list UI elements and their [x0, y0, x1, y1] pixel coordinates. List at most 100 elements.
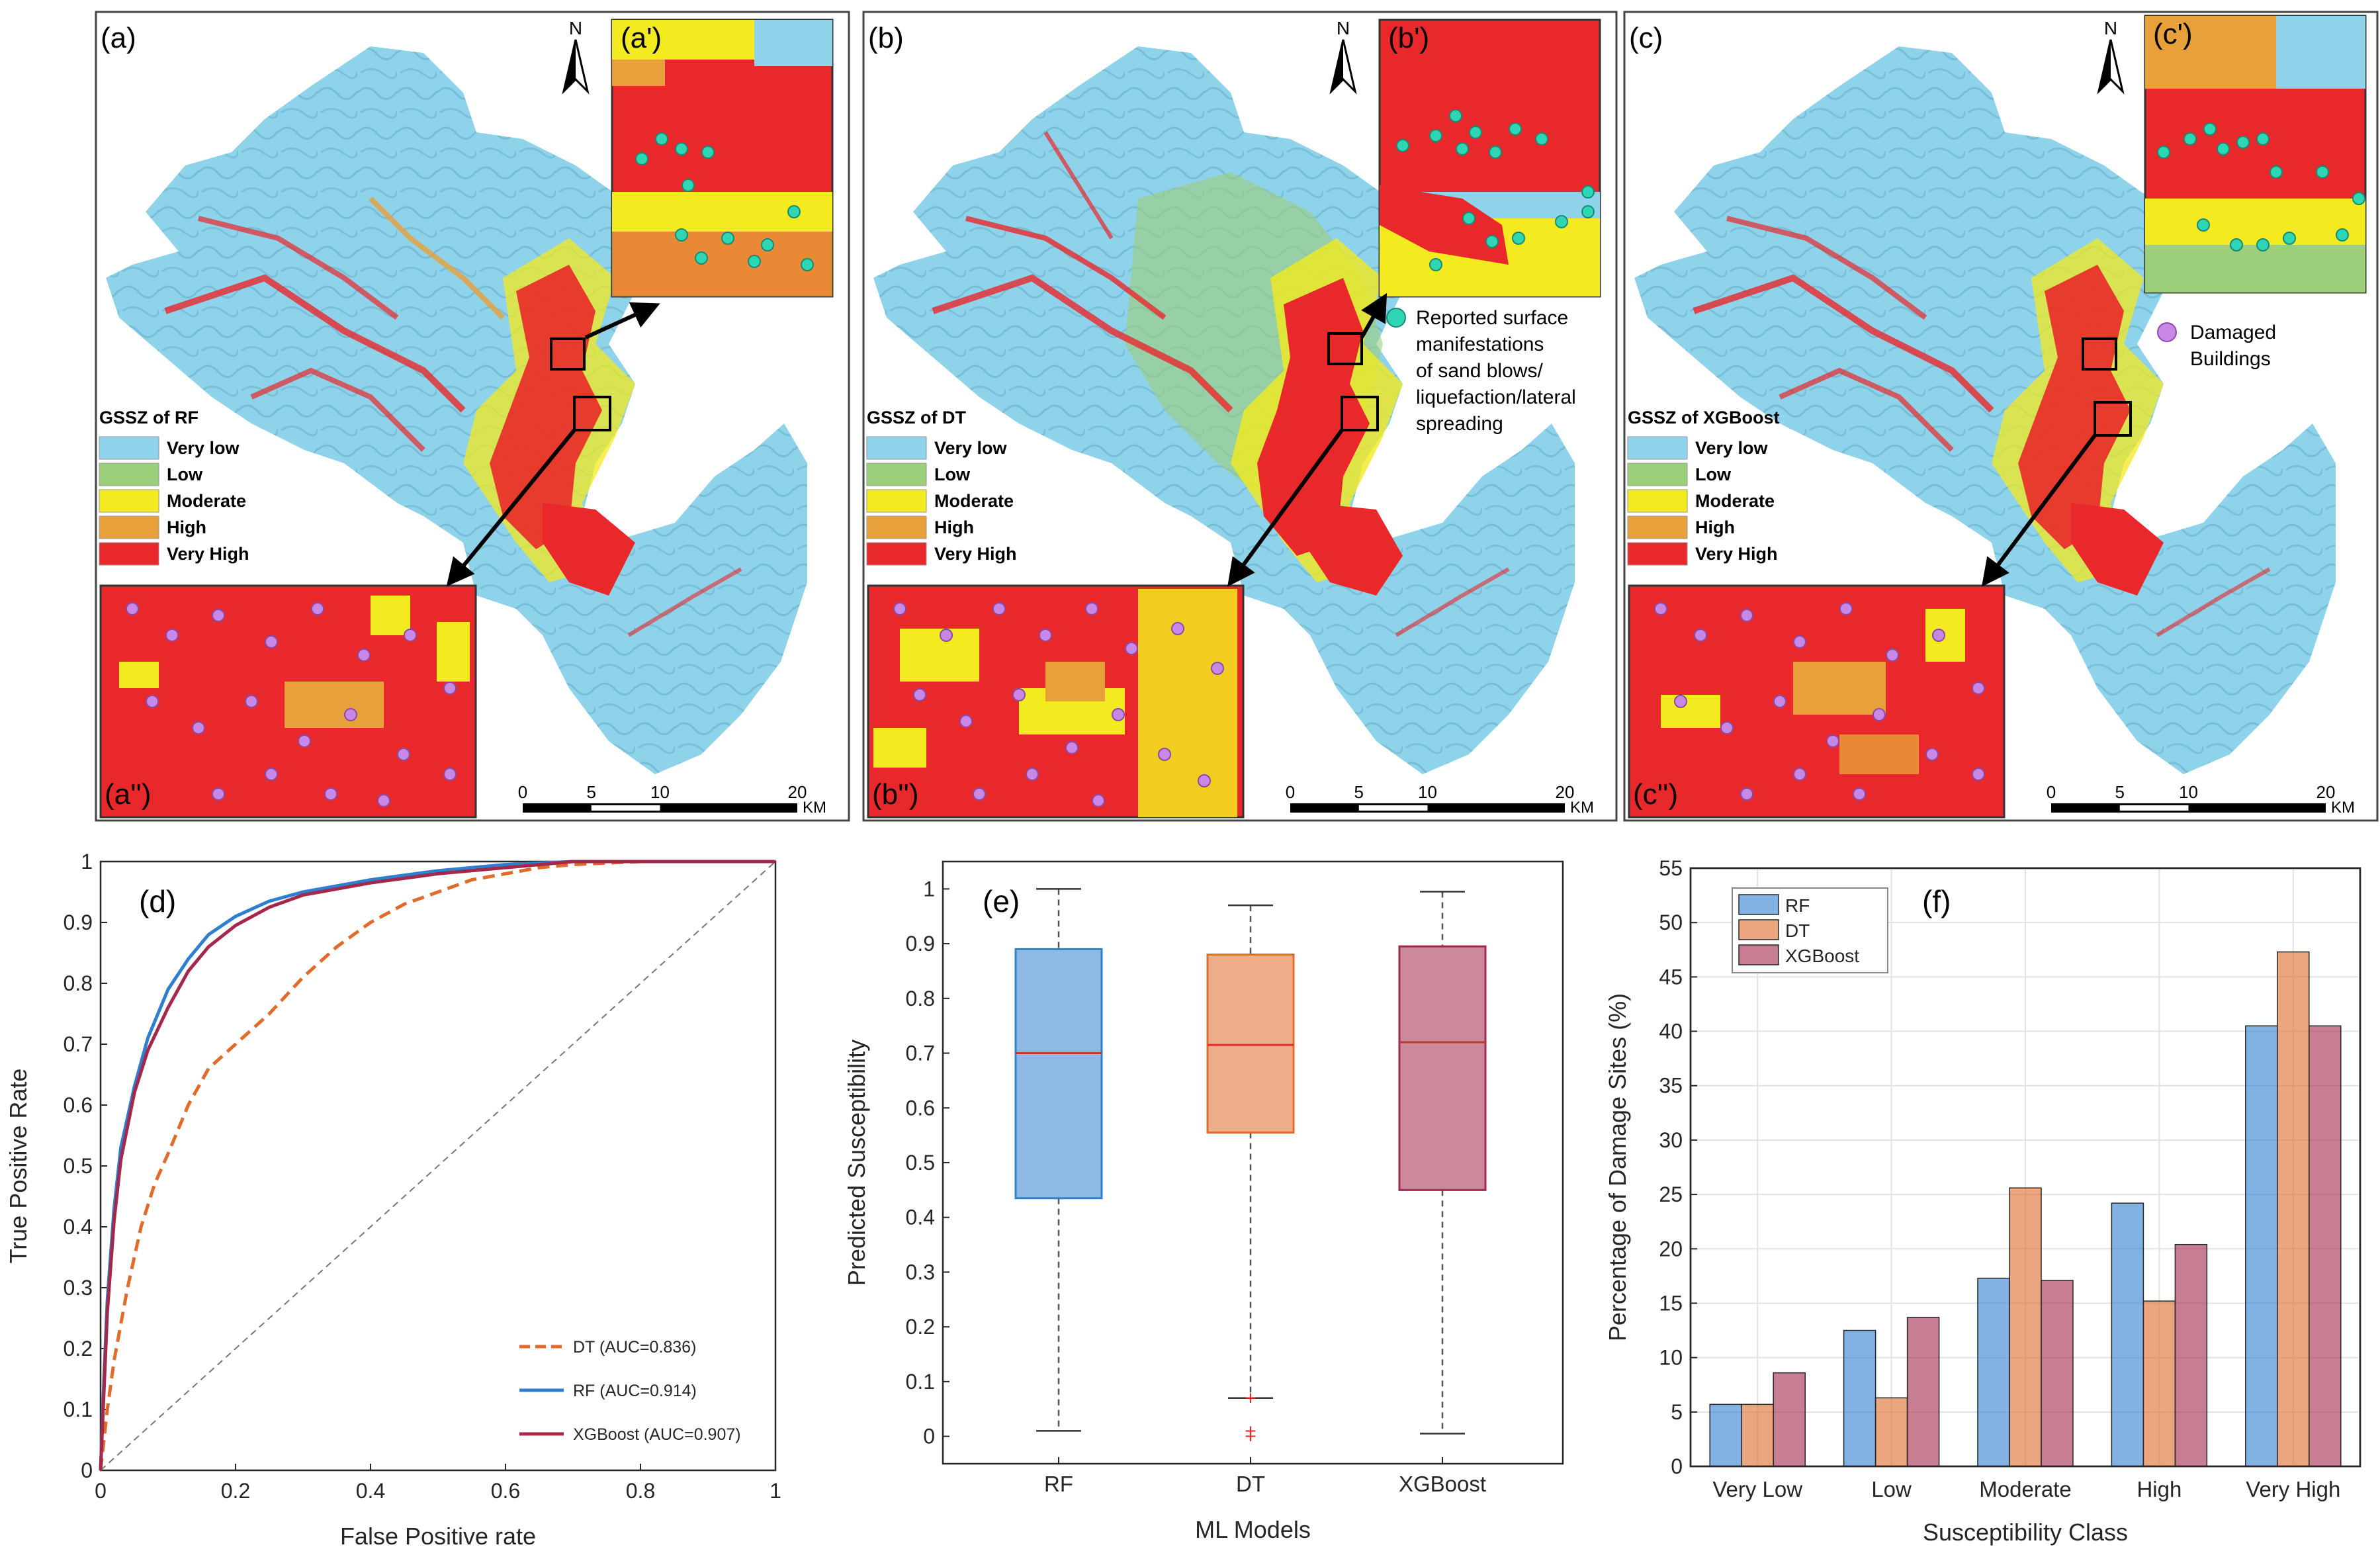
legend-label: Low [167, 465, 203, 484]
legend-swatch [99, 542, 159, 566]
x-tick-label: High [2137, 1477, 2182, 1501]
y-tick-label: 0.5 [64, 1154, 93, 1178]
x-tick-label: 0.4 [356, 1479, 385, 1503]
bar-dt [1741, 1403, 1774, 1467]
legend-label: Very low [167, 438, 240, 458]
y-tick-label: 30 [1659, 1128, 1683, 1152]
zoom-box-top [2082, 337, 2117, 371]
panel-label: (c) [1629, 22, 1663, 54]
y-tick-label: 0.9 [906, 932, 935, 956]
box-dt [1206, 954, 1295, 1134]
x-axis-label: Susceptibility Class [1923, 1519, 2128, 1546]
panel-label: (a) [101, 22, 136, 54]
zoom-box-top [550, 337, 586, 371]
y-axis-label: Percentage of Damage Sites (%) [1604, 993, 1631, 1341]
legend-swatch [1738, 894, 1779, 915]
x-tick-label: DT [1236, 1472, 1265, 1496]
y-tick-label: 1 [923, 877, 935, 901]
scale-tick-label: 10 [1418, 782, 1437, 802]
scale-tick-label: 5 [2115, 782, 2125, 802]
legend-swatch [1738, 919, 1779, 940]
study-area-map [1634, 46, 2336, 774]
legend-rows: Very low Low Moderate High Very High [866, 436, 1017, 566]
x-tick-label: Very High [2246, 1477, 2340, 1501]
legend-title: GSSZ of XGBoost [1628, 408, 1780, 427]
zoom-box-top [1327, 332, 1363, 365]
key-line-5: spreading [1416, 413, 1503, 435]
y-tick-label: 0.8 [64, 971, 93, 995]
bar-rf [1977, 1277, 2010, 1467]
legend-label: XGBoost [1785, 946, 1859, 966]
y-tick-label: 50 [1659, 911, 1683, 934]
y-tick-label: 0.3 [64, 1276, 93, 1300]
roc-line-xgboost [99, 860, 775, 1471]
inset-bottom: (c'') [1628, 584, 2005, 819]
x-axis-label: False Positive rate [340, 1523, 536, 1550]
roc-curve-chart: 0 0.1 0.2 0.3 0.4 0.5 0.6 0.7 0.8 0.9 1 True Positi… [5, 850, 781, 1550]
bar-dt [1874, 1397, 1908, 1467]
bar-dt [2142, 1300, 2176, 1467]
damaged-buildings-key: Damaged Buildings [2157, 322, 2276, 370]
x-tick-label: Very Low [1712, 1477, 1802, 1501]
inset-top-label: (b') [1388, 22, 1429, 54]
legend-swatch [1627, 463, 1688, 486]
x-axis-label: ML Models [1195, 1516, 1311, 1543]
y-tick-label: 45 [1659, 965, 1683, 989]
legend-swatch [1627, 489, 1688, 513]
zoom-box-bottom [1341, 396, 1379, 431]
inset-bottom: (b'') [867, 584, 1245, 819]
inset-top-label: (c') [2153, 18, 2193, 50]
x-tick-label: 0 [95, 1479, 107, 1503]
bar-xgboost [2041, 1280, 2074, 1467]
scale-segment [2119, 805, 2189, 811]
key-line-1: Damaged [2190, 322, 2276, 343]
y-tick-label: 0.2 [906, 1315, 935, 1339]
legend-swatch [866, 542, 927, 566]
x-tick-label: 0.6 [491, 1479, 520, 1503]
legend-label: High [934, 517, 974, 537]
scale-tick-label: 20 [1556, 782, 1575, 802]
scale-tick-label: 10 [2179, 782, 2198, 802]
y-tick-label: 0.7 [906, 1042, 935, 1065]
key-line-2: manifestations [1416, 334, 1544, 355]
legend-swatch [866, 463, 927, 486]
y-tick-label: 0.7 [64, 1032, 93, 1056]
legend-swatch [99, 463, 159, 486]
key-line-3: of sand blows/ [1416, 360, 1543, 382]
map-panel-xgboost: (c) N (c') [1623, 11, 2379, 822]
y-tick-label: 25 [1659, 1182, 1683, 1206]
chance-line [100, 861, 776, 1471]
legend-label: Low [1695, 465, 1732, 484]
bar-xgboost [1906, 1317, 1940, 1467]
scale-unit: KM [2331, 799, 2355, 817]
surface-manifestation-key: Reported surface manifestations of sand … [1386, 307, 1576, 435]
y-tick-label: 5 [1671, 1400, 1683, 1424]
inset-bottom: (a'') [99, 584, 477, 819]
north-label: N [569, 18, 582, 38]
inset-top-label: (a') [621, 22, 662, 54]
y-axis-label: True Positive Rate [5, 1069, 32, 1264]
inset-bottom-label: (c'') [1633, 778, 1678, 811]
legend-swatch [99, 489, 159, 513]
north-label: N [2104, 18, 2117, 38]
north-arrow: N [562, 18, 590, 95]
y-tick-label: 0 [1671, 1454, 1683, 1478]
y-axis-label: Predicted Susceptibility [843, 1040, 870, 1286]
legend-label: Very High [1695, 544, 1778, 564]
study-area-map [106, 46, 807, 774]
panel-label: (e) [983, 884, 1020, 918]
inset-top: (c') [2144, 15, 2367, 294]
scale-tick-label: 20 [2316, 782, 2336, 802]
scale-tick-label: 0 [518, 782, 527, 802]
legend-label: Moderate [1695, 491, 1775, 511]
key-line-1: Reported surface [1416, 307, 1568, 329]
y-tick-label: 0.3 [906, 1260, 935, 1284]
legend-swatch [99, 515, 159, 539]
key-line-4: liquefaction/lateral [1416, 386, 1576, 408]
legend-swatch [1627, 542, 1688, 566]
bar-xgboost [2174, 1243, 2208, 1467]
inset-bottom-label: (a'') [105, 778, 152, 811]
legend-rows: Very low Low Moderate High Very High [1627, 436, 1778, 566]
